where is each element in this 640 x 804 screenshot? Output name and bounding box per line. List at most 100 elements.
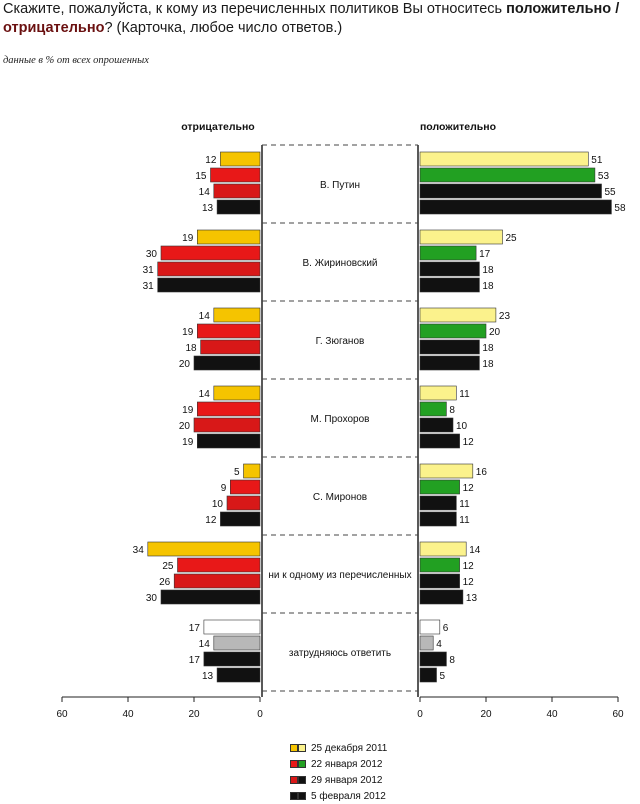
negative-value-label: 25	[162, 561, 174, 572]
negative-value-label: 12	[205, 515, 217, 526]
negative-value-label: 13	[202, 671, 214, 682]
positive-value-label: 12	[463, 437, 475, 448]
positive-bar	[419, 307, 497, 323]
negative-value-label: 9	[221, 483, 227, 494]
negative-value-label: 12	[205, 155, 217, 166]
negative-bar	[193, 417, 261, 433]
negative-value-label: 14	[199, 187, 211, 198]
negative-value-label: 31	[143, 265, 155, 276]
negative-value-label: 14	[199, 389, 211, 400]
positive-bar	[419, 385, 457, 401]
category-label: В. Жириновский	[302, 258, 377, 269]
positive-value-label: 53	[598, 171, 610, 182]
chart-legend: 25 декабря 2011 22 января 2012 29 января 2…	[290, 740, 387, 804]
legend-swatch-square	[298, 792, 306, 800]
positive-value-label: 12	[463, 483, 475, 494]
negative-bar	[203, 619, 261, 635]
negative-value-label: 17	[189, 623, 201, 634]
negative-panel-header: отрицательно	[181, 121, 254, 133]
legend-item: 5 февраля 2012	[290, 788, 387, 804]
positive-bar	[419, 355, 480, 371]
positive-value-label: 13	[466, 593, 478, 604]
positive-value-label: 8	[449, 405, 455, 416]
negative-bar	[193, 355, 261, 371]
positive-bar	[419, 651, 447, 667]
negative-bar	[226, 495, 261, 511]
negative-bar	[160, 589, 261, 605]
legend-swatch-square	[290, 776, 298, 784]
legend-swatch-square	[298, 744, 306, 752]
title-positive-word: положительно	[506, 1, 612, 17]
negative-value-label: 20	[179, 421, 191, 432]
positive-value-label: 4	[436, 639, 442, 650]
negative-value-label: 14	[199, 639, 211, 650]
negative-value-label: 17	[189, 655, 201, 666]
negative-bar	[200, 339, 261, 355]
positive-x-tick-label: 20	[480, 709, 492, 720]
legend-swatch-square	[290, 792, 298, 800]
negative-value-label: 10	[212, 499, 224, 510]
negative-x-tick-label: 60	[56, 709, 68, 720]
negative-value-label: 19	[182, 437, 194, 448]
chart-title: Скажите, пожалуйста, к кому из перечисле…	[3, 0, 637, 38]
negative-bar	[160, 245, 261, 261]
positive-bar	[419, 433, 460, 449]
positive-x-tick-label: 40	[546, 709, 558, 720]
negative-bar	[213, 635, 261, 651]
negative-bar	[213, 307, 261, 323]
positive-bar	[419, 511, 457, 527]
positive-x-tick-label: 60	[612, 709, 624, 720]
title-text-part2: ? (Карточка, любое число ответов.)	[104, 20, 343, 36]
legend-label: 29 января 2012	[311, 774, 383, 786]
negative-value-label: 34	[133, 545, 145, 556]
negative-bar	[157, 261, 261, 277]
positive-value-label: 18	[482, 281, 494, 292]
category-label: ни к одному из перечисленных	[268, 570, 411, 581]
positive-bar	[419, 167, 596, 183]
negative-value-label: 19	[182, 233, 194, 244]
positive-bar	[419, 417, 454, 433]
positive-value-label: 18	[482, 359, 494, 370]
negative-value-label: 5	[234, 467, 240, 478]
negative-bar	[230, 479, 261, 495]
positive-bar	[419, 245, 477, 261]
positive-value-label: 58	[614, 203, 626, 214]
positive-value-label: 11	[459, 499, 470, 510]
positive-bar	[419, 495, 457, 511]
positive-bar	[419, 199, 612, 215]
negative-bar	[220, 151, 261, 167]
legend-label: 22 января 2012	[311, 758, 383, 770]
negative-value-label: 30	[146, 249, 158, 260]
negative-bar	[173, 573, 261, 589]
positive-value-label: 12	[463, 561, 475, 572]
positive-value-label: 51	[591, 155, 603, 166]
positive-value-label: 10	[456, 421, 468, 432]
legend-label: 5 февраля 2012	[311, 790, 386, 802]
legend-swatch-square	[298, 776, 306, 784]
category-label: С. Миронов	[313, 492, 367, 503]
negative-bar	[197, 229, 261, 245]
category-label: затрудняюсь ответить	[289, 648, 391, 659]
legend-swatch-square	[290, 760, 298, 768]
positive-bar	[419, 229, 503, 245]
negative-x-tick-label: 20	[188, 709, 200, 720]
positive-value-label: 17	[479, 249, 491, 260]
negative-bar	[220, 511, 261, 527]
negative-value-label: 20	[179, 359, 191, 370]
negative-value-label: 19	[182, 405, 194, 416]
legend-swatch-square	[298, 760, 306, 768]
negative-bar	[216, 199, 261, 215]
positive-bar	[419, 183, 602, 199]
positive-value-label: 18	[482, 265, 494, 276]
positive-bar	[419, 277, 480, 293]
positive-bar	[419, 463, 474, 479]
positive-bar	[419, 619, 441, 635]
positive-value-label: 11	[459, 515, 470, 526]
positive-value-label: 6	[443, 623, 449, 634]
negative-value-label: 14	[199, 311, 211, 322]
positive-bar	[419, 557, 460, 573]
negative-value-label: 30	[146, 593, 158, 604]
category-label: М. Прохоров	[311, 414, 370, 425]
legend-swatch	[290, 792, 306, 800]
